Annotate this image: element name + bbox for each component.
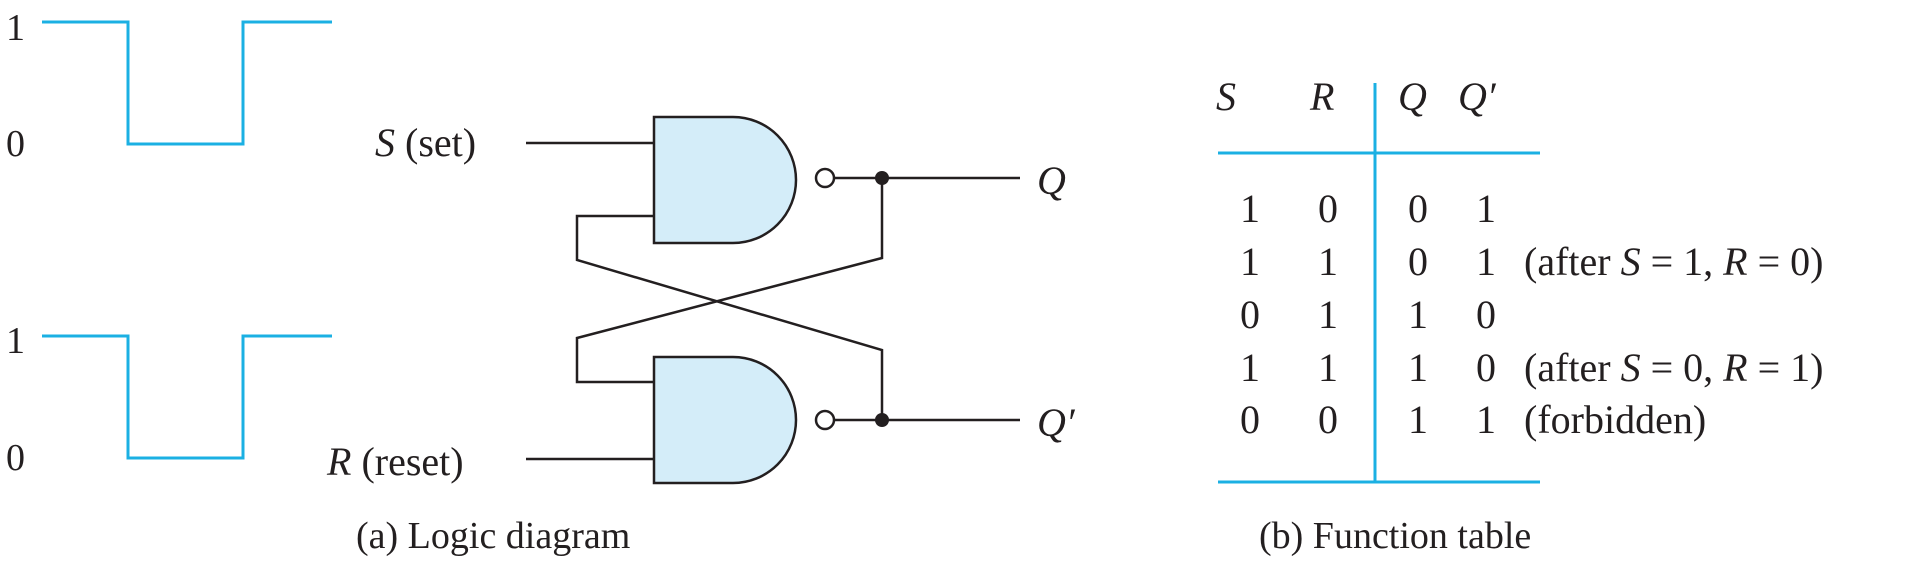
cell-note: (after S = 0, R = 1) (1524, 345, 1823, 390)
waveform-top-line (42, 20, 332, 146)
nand-top-inversion-bubble (814, 167, 836, 189)
logic-diagram: S (set) R (reset) Q Q′ (a) Logic diagram (326, 115, 1076, 557)
cell-q: 1 (1408, 397, 1428, 442)
waveform-bottom-low-label: 0 (6, 437, 25, 479)
input-r-label: R (reset) (326, 439, 464, 484)
junction-dot-q (875, 171, 889, 185)
wire-feedback-q-to-bottom (575, 178, 884, 384)
output-qprime-label: Q′ (1037, 400, 1076, 445)
cell-s: 1 (1240, 186, 1260, 231)
cell-qprime: 1 (1476, 186, 1496, 231)
waveform-bottom: 1 0 (6, 320, 332, 479)
table-header-r: R (1309, 74, 1334, 119)
cell-qprime: 1 (1476, 397, 1496, 442)
table-header-qprime: Q′ (1458, 74, 1497, 119)
cell-r: 0 (1318, 186, 1338, 231)
table-row: 0 1 1 0 (1240, 292, 1496, 337)
waveform-top-low-label: 0 (6, 123, 25, 165)
cell-q: 1 (1408, 345, 1428, 390)
waveform-top: 1 0 (6, 7, 332, 165)
table-row: 1 1 1 0 (after S = 0, R = 1) (1240, 345, 1823, 390)
cell-qprime: 0 (1476, 292, 1496, 337)
function-table-caption: (b) Function table (1259, 515, 1531, 557)
wires (526, 141, 1020, 461)
wire-feedback-qprime-to-top (575, 214, 884, 420)
waveform-top-high-label: 1 (6, 7, 25, 49)
cell-note: (forbidden) (1524, 397, 1706, 442)
function-table: S R Q Q′ 1 0 0 1 1 1 0 1 (after S = 1, R… (1216, 74, 1823, 557)
cell-q: 0 (1408, 186, 1428, 231)
cell-s: 1 (1240, 239, 1260, 284)
nand-gate-bottom (652, 355, 836, 485)
cell-qprime: 0 (1476, 345, 1496, 390)
logic-diagram-caption: (a) Logic diagram (356, 515, 630, 557)
input-s-label: S (set) (375, 120, 476, 165)
cell-qprime: 1 (1476, 239, 1496, 284)
cell-s: 1 (1240, 345, 1260, 390)
cell-s: 0 (1240, 397, 1260, 442)
junction-dot-qprime (875, 413, 889, 427)
cell-note: (after S = 1, R = 0) (1524, 239, 1823, 284)
cell-q: 0 (1408, 239, 1428, 284)
table-header-q: Q (1398, 74, 1427, 119)
table-row: 1 1 0 1 (after S = 1, R = 0) (1240, 239, 1823, 284)
cell-r: 1 (1318, 239, 1338, 284)
table-row: 1 0 0 1 (1240, 186, 1496, 231)
cell-r: 1 (1318, 345, 1338, 390)
nand-gate-top (652, 115, 836, 245)
cell-s: 0 (1240, 292, 1260, 337)
cell-q: 1 (1408, 292, 1428, 337)
table-header-s: S (1216, 74, 1236, 119)
waveform-bottom-line (42, 334, 332, 460)
waveform-bottom-high-label: 1 (6, 320, 25, 362)
cell-r: 1 (1318, 292, 1338, 337)
table-row: 0 0 1 1 (forbidden) (1240, 397, 1706, 442)
cell-r: 0 (1318, 397, 1338, 442)
output-q-label: Q (1037, 158, 1066, 203)
nand-bottom-inversion-bubble (814, 409, 836, 431)
